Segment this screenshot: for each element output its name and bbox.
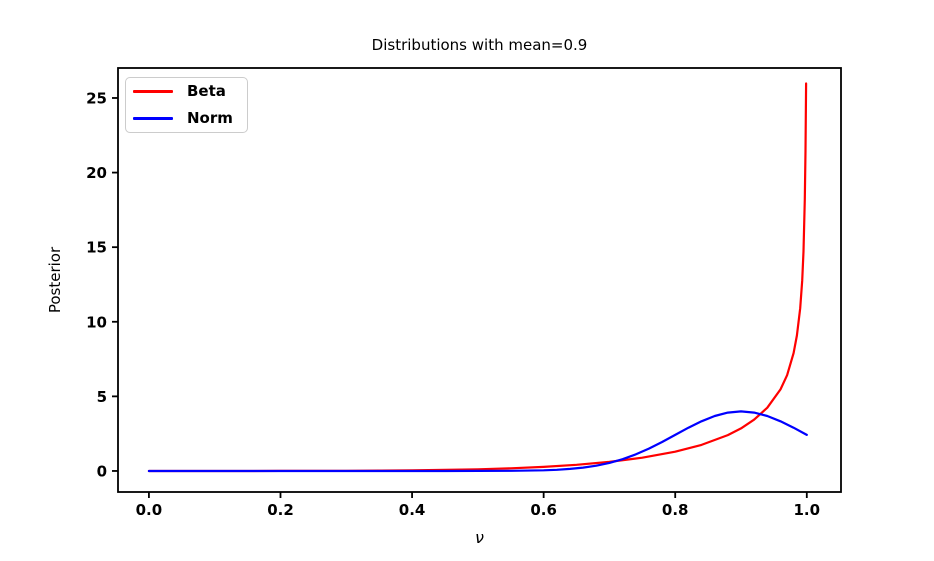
legend-entry-beta: Beta [133,83,247,101]
x-tick-label: 1.0 [794,501,821,519]
legend-entry-norm: Norm [133,110,247,128]
x-tick-label: 0.2 [267,501,294,519]
series-line-norm [147,410,808,473]
y-tick-label: 25 [86,89,107,107]
norm-line-sample-icon [133,117,173,120]
x-axis-label: ν [475,528,484,547]
legend-label-beta: Beta [187,82,226,100]
x-tick-label: 0.8 [662,501,689,519]
y-tick-label: 5 [97,388,107,406]
x-tick-label: 0.4 [399,501,426,519]
x-tick-label: 0.0 [136,501,163,519]
y-tick-label: 15 [86,239,107,257]
legend-label-norm: Norm [187,109,233,127]
beta-line-sample-icon [133,90,173,93]
legend: Beta Norm [125,77,248,133]
x-tick-label: 0.6 [530,501,557,519]
y-tick-label: 10 [86,313,107,331]
series-line-beta [147,82,808,473]
y-tick-label: 0 [97,462,107,480]
axes-spines [117,67,842,493]
y-tick-label: 20 [86,164,107,182]
chart-title: Distributions with mean=0.9 [371,36,588,54]
